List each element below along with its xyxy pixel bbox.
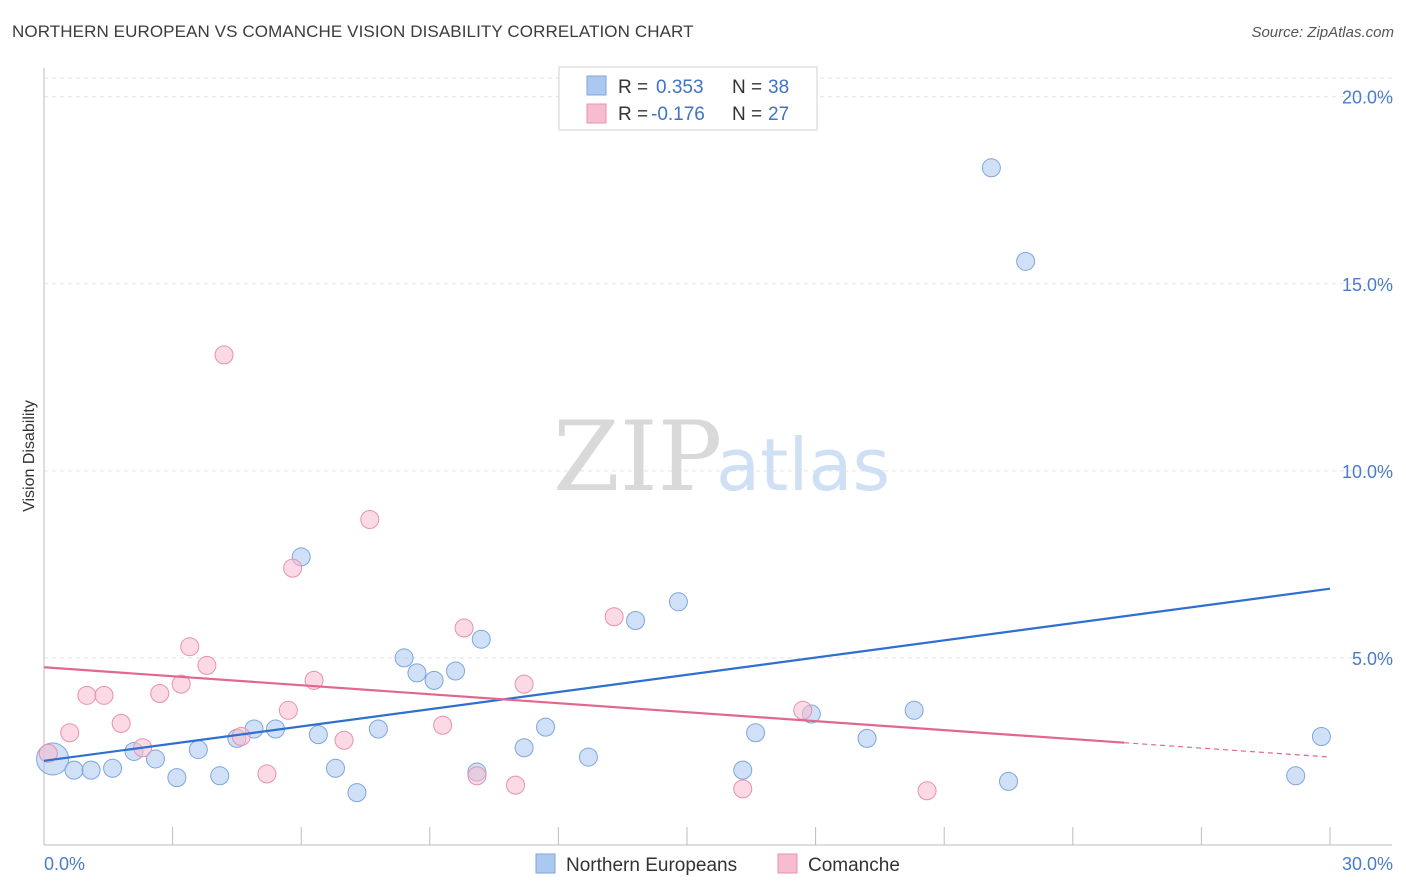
trend-lines [43,587,1331,762]
y-tick-label: 20.0% [1342,88,1393,108]
bottom-legend: Northern Europeans Comanche [535,853,900,876]
legend-swatch-northern-europeans [586,75,607,96]
y-axis-label: Vision Disability [21,400,38,512]
data-point-comanche [197,655,217,675]
data-point-northern-europeans [308,725,328,745]
y-tick-label: 10.0% [1342,462,1393,482]
chart-title: NORTHERN EUROPEAN VS COMANCHE VISION DIS… [12,22,694,41]
data-point-northern-europeans [981,158,1001,178]
y-tick-label: 15.0% [1342,275,1393,295]
data-point-northern-europeans [733,760,753,780]
data-point-northern-europeans [626,611,646,631]
bottom-legend-swatch-northern-europeans [535,853,556,874]
legend-n-value: 27 [768,104,789,125]
source-label: Source: ZipAtlas.com [1251,24,1394,41]
data-point-northern-europeans [64,760,84,780]
data-point-comanche [94,685,114,705]
legend-n-value: 38 [768,77,789,98]
data-point-northern-europeans [103,758,123,778]
data-point-comanche [257,764,277,784]
data-point-northern-europeans [857,728,877,748]
data-point-comanche [467,766,487,786]
data-point-comanche [180,637,200,657]
watermark-atlas: atlas [716,423,890,507]
legend-n-label: N = [732,104,762,125]
legend-n-label: N = [732,77,762,98]
trend-line-comanche-extension [1124,742,1331,758]
tick-labels: 5.0% 10.0% 15.0% 20.0% 0.0% 30.0% [44,88,1393,874]
data-point-northern-europeans [446,661,466,681]
data-point-comanche [214,345,234,365]
data-point-comanche [334,730,354,750]
legend-r-value: -0.176 [651,104,705,125]
data-point-northern-europeans [424,670,444,690]
data-point-northern-europeans [1286,766,1306,786]
data-point-comanche [433,715,453,735]
data-point-comanche [77,685,97,705]
data-point-comanche [733,779,753,799]
data-point-comanche [171,674,191,694]
y-tick-label: 5.0% [1352,649,1393,669]
data-point-comanche [60,723,80,743]
legend-r-label: R = [618,104,648,125]
legend-r-value: 0.353 [656,77,704,98]
data-point-northern-europeans [471,629,491,649]
data-point-northern-europeans [347,783,367,803]
bottom-legend-swatch-comanche [777,853,798,874]
data-point-northern-europeans [1016,251,1036,271]
data-point-comanche [917,781,937,801]
data-point-comanche [506,775,526,795]
data-point-northern-europeans [210,766,230,786]
data-point-northern-europeans [188,740,208,760]
data-point-comanche [793,700,813,720]
data-point-northern-europeans [368,719,388,739]
watermark: ZIP atlas [553,401,890,513]
watermark-zip: ZIP [553,401,722,513]
data-point-northern-europeans [1311,726,1331,746]
x-tick-label: 30.0% [1342,854,1393,874]
data-point-comanche [278,700,298,720]
grid-lines [44,77,1392,659]
data-point-northern-europeans [904,700,924,720]
data-point-comanche [604,607,624,627]
data-point-northern-europeans [81,760,101,780]
data-point-comanche [283,558,303,578]
data-point-comanche [38,743,58,763]
data-point-comanche [111,713,131,733]
data-point-northern-europeans [407,663,427,683]
data-point-northern-europeans [746,723,766,743]
data-point-northern-europeans [668,592,688,612]
data-point-northern-europeans [536,717,556,737]
data-point-northern-europeans [325,758,345,778]
bottom-legend-label: Comanche [808,855,900,876]
legend-r-label: R = [618,77,648,98]
data-point-comanche [454,618,474,638]
data-point-northern-europeans [167,768,187,788]
data-point-northern-europeans [394,648,414,668]
data-point-comanche [150,683,170,703]
x-tick-label: 0.0% [44,854,85,874]
data-point-northern-europeans [578,747,598,767]
data-point-comanche [231,726,251,746]
bottom-legend-label: Northern Europeans [566,855,737,876]
data-point-northern-europeans [145,749,165,769]
data-points [36,158,1331,803]
legend-swatch-comanche [586,103,607,124]
data-point-comanche [514,674,534,694]
legend: R = 0.353 N = 38 R = -0.176 N = 27 [558,66,818,131]
trend-line-comanche [43,666,1125,744]
axes [43,68,1392,846]
data-point-comanche [360,509,380,529]
trend-line-northern-europeans [43,587,1331,762]
data-point-northern-europeans [514,738,534,758]
data-point-northern-europeans [999,771,1018,791]
